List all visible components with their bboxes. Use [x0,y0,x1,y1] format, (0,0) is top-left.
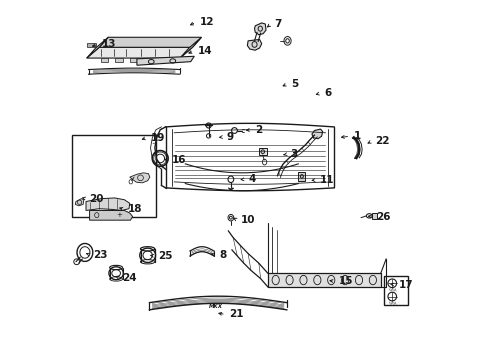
Text: 2: 2 [255,125,262,135]
Text: MKX: MKX [208,304,223,309]
Bar [267,273,380,287]
Text: 20: 20 [89,194,104,204]
Text: 13: 13 [102,40,116,49]
Text: 9: 9 [226,132,233,142]
Polygon shape [86,43,96,46]
Text: 19: 19 [150,133,164,143]
Polygon shape [86,37,108,58]
Text: 10: 10 [241,215,255,225]
Text: 4: 4 [247,174,255,184]
Bar [298,172,305,181]
Text: 14: 14 [198,46,212,56]
Bar [101,58,108,62]
Bar [72,135,156,217]
Text: 21: 21 [229,310,244,319]
Text: 23: 23 [93,249,107,260]
Polygon shape [89,211,132,220]
Text: 25: 25 [158,251,172,261]
Text: 24: 24 [122,273,137,283]
Text: 15: 15 [338,276,352,286]
Text: 6: 6 [324,88,331,98]
Polygon shape [137,56,194,65]
Text: 3: 3 [290,149,297,159]
Text: 22: 22 [375,136,389,146]
Bar [383,276,407,305]
Text: 8: 8 [219,249,226,260]
Text: 26: 26 [376,212,390,221]
Bar [144,58,151,62]
Bar [158,58,165,62]
Bar [129,58,137,62]
Bar [258,148,266,155]
Polygon shape [86,198,129,211]
Text: 11: 11 [319,175,334,185]
Polygon shape [86,47,192,58]
Polygon shape [247,40,261,50]
Text: 1: 1 [353,131,360,141]
Text: 16: 16 [172,155,186,165]
Polygon shape [254,23,265,35]
Text: +: + [117,212,122,218]
Polygon shape [180,37,201,58]
Text: 12: 12 [199,17,214,27]
Polygon shape [75,199,83,206]
Bar [115,58,122,62]
Text: 18: 18 [128,204,142,215]
Polygon shape [311,129,322,139]
Text: 7: 7 [274,19,282,29]
Text: 5: 5 [290,79,298,89]
Bar [371,213,376,219]
Polygon shape [99,37,201,47]
Text: 17: 17 [398,280,412,290]
Polygon shape [129,173,149,183]
